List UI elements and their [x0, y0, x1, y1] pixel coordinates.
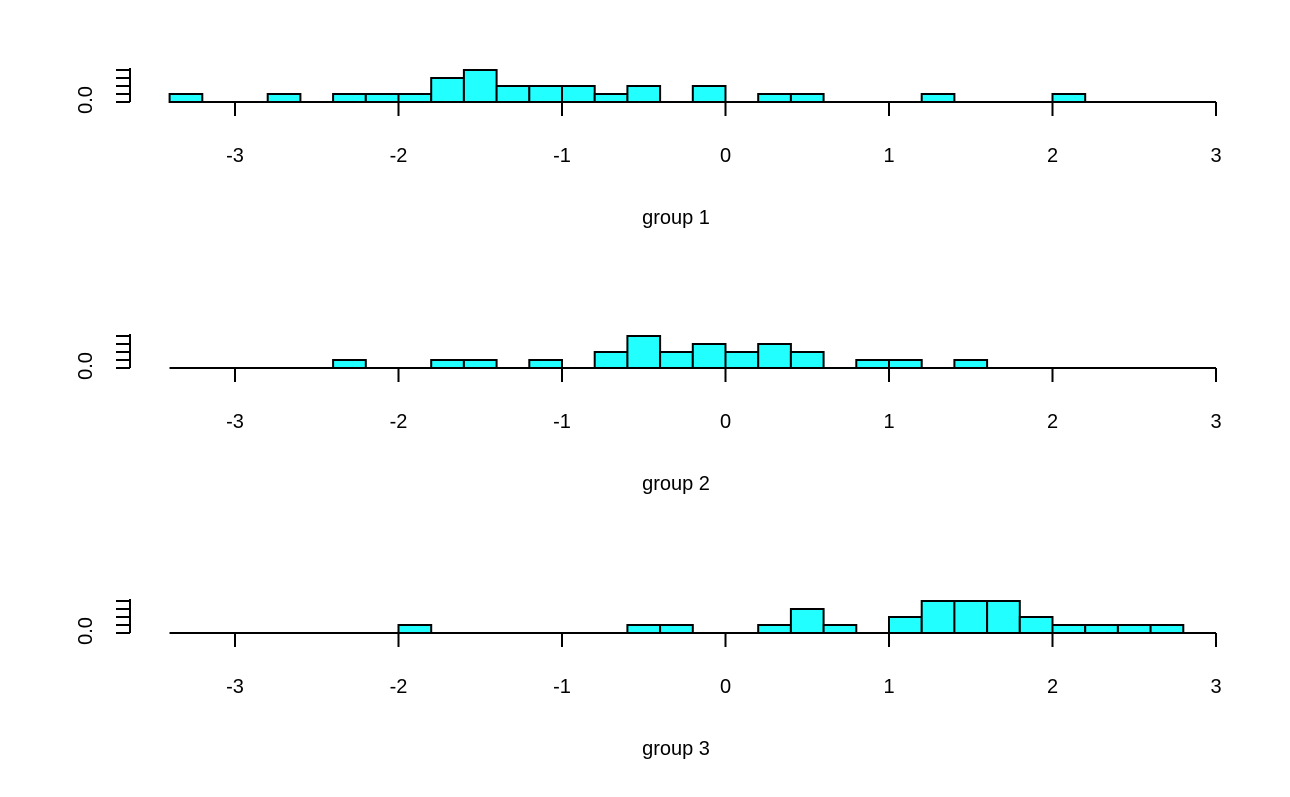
bar: [1051, 624, 1087, 634]
bar: [1051, 93, 1087, 103]
bar: [561, 85, 596, 103]
x-tick-label: 0: [720, 676, 731, 698]
bar: [626, 85, 662, 103]
bar: [789, 351, 825, 369]
x-tick-label: 2: [1047, 145, 1058, 167]
y-tick-label: 0.0: [75, 352, 97, 380]
bar: [626, 335, 662, 369]
y-tick-label: 0.0: [75, 617, 97, 645]
x-axis-label: group 2: [642, 473, 710, 495]
bar: [1018, 616, 1054, 634]
bar: [986, 600, 1021, 634]
bar: [364, 93, 400, 103]
bar: [430, 359, 465, 369]
bar: [332, 93, 367, 103]
bar: [430, 77, 465, 103]
bar: [1084, 624, 1119, 634]
x-tick-label: -1: [553, 145, 571, 167]
x-tick-label: 3: [1210, 145, 1221, 167]
x-tick-label: 1: [883, 411, 894, 433]
bar: [953, 600, 989, 634]
x-tick-label: 0: [720, 411, 731, 433]
bar: [1116, 624, 1152, 634]
bar: [920, 600, 956, 634]
bar: [691, 343, 727, 369]
bar: [593, 351, 629, 369]
x-tick-label: 3: [1210, 411, 1221, 433]
x-tick-label: 3: [1210, 676, 1221, 698]
bar: [920, 93, 956, 103]
x-tick-label: -3: [226, 411, 244, 433]
bar: [855, 359, 890, 369]
bar: [822, 624, 858, 634]
bar: [593, 93, 629, 103]
bar: [528, 85, 563, 103]
bar: [789, 93, 825, 103]
x-tick-label: -3: [226, 145, 244, 167]
bar: [659, 624, 694, 634]
x-tick-label: -3: [226, 676, 244, 698]
x-tick-label: 1: [883, 145, 894, 167]
bar: [397, 624, 433, 634]
x-tick-label: -1: [553, 676, 571, 698]
x-tick-label: 0: [720, 145, 731, 167]
bar: [495, 85, 531, 103]
x-tick-label: 2: [1047, 411, 1058, 433]
panel-1: -3 -2 -1 0 1 2 3 0.0 group 1: [75, 68, 1222, 229]
bar: [757, 343, 792, 369]
x-tick-label: 2: [1047, 676, 1058, 698]
bar: [168, 93, 204, 103]
panel-2: -3 -2 -1 0 1 2 3 0.0 group 2: [75, 334, 1222, 495]
bar: [397, 93, 433, 103]
bar: [462, 359, 498, 369]
x-tick-label: -2: [390, 676, 408, 698]
x-tick-label: -2: [390, 411, 408, 433]
bar: [1149, 624, 1185, 634]
bar: [888, 616, 923, 634]
x-tick-label: 1: [883, 676, 894, 698]
bar: [757, 624, 792, 634]
panel-3: -3 -2 -1 0 1 2 3 0.0 group 3: [75, 599, 1222, 760]
x-axis-label: group 1: [642, 207, 710, 229]
bar: [462, 69, 498, 103]
y-tick-label: 0.0: [75, 86, 97, 114]
bar: [757, 93, 792, 103]
x-tick-label: -2: [390, 145, 408, 167]
bar: [659, 351, 694, 369]
bar: [789, 608, 825, 634]
x-axis-label: group 3: [642, 738, 710, 760]
bar: [626, 624, 662, 634]
x-tick-label: -1: [553, 411, 571, 433]
bar: [724, 351, 760, 369]
bar: [332, 359, 367, 369]
bar: [691, 85, 727, 103]
bar: [266, 93, 302, 103]
bar: [953, 359, 989, 369]
bar: [528, 359, 563, 369]
bar: [888, 359, 923, 369]
